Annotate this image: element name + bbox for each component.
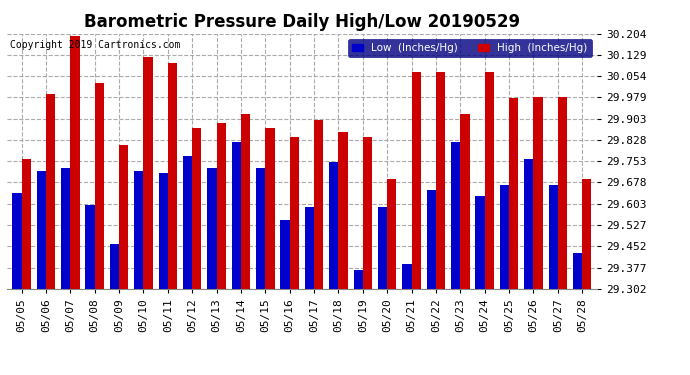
Bar [573, 253, 582, 289]
Bar [144, 57, 152, 289]
Bar [338, 132, 348, 289]
Bar [290, 136, 299, 289]
Bar [266, 128, 275, 289]
Bar [558, 97, 567, 289]
Bar [378, 207, 387, 289]
Title: Barometric Pressure Daily High/Low 20190529: Barometric Pressure Daily High/Low 20190… [83, 13, 520, 31]
Bar [110, 244, 119, 289]
Bar [207, 168, 217, 289]
Bar [363, 136, 372, 289]
Bar [134, 171, 144, 289]
Legend: Low  (Inches/Hg), High  (Inches/Hg): Low (Inches/Hg), High (Inches/Hg) [348, 39, 591, 57]
Bar [329, 162, 338, 289]
Bar [86, 204, 95, 289]
Bar [426, 190, 436, 289]
Bar [402, 264, 411, 289]
Bar [436, 72, 445, 289]
Bar [411, 72, 421, 289]
Bar [500, 185, 509, 289]
Bar [232, 142, 241, 289]
Bar [241, 114, 250, 289]
Bar [61, 168, 70, 289]
Bar [70, 36, 79, 289]
Bar [193, 128, 201, 289]
Bar [314, 120, 324, 289]
Bar [21, 159, 31, 289]
Bar [256, 168, 266, 289]
Text: Copyright 2019 Cartronics.com: Copyright 2019 Cartronics.com [10, 40, 180, 50]
Bar [305, 207, 314, 289]
Bar [582, 179, 591, 289]
Bar [12, 193, 21, 289]
Bar [484, 72, 494, 289]
Bar [451, 142, 460, 289]
Bar [524, 159, 533, 289]
Bar [119, 145, 128, 289]
Bar [475, 196, 484, 289]
Bar [159, 173, 168, 289]
Bar [460, 114, 470, 289]
Bar [549, 185, 558, 289]
Bar [387, 179, 397, 289]
Bar [353, 270, 363, 289]
Bar [95, 83, 104, 289]
Bar [280, 220, 290, 289]
Bar [217, 123, 226, 289]
Bar [168, 63, 177, 289]
Bar [37, 171, 46, 289]
Bar [46, 94, 55, 289]
Bar [183, 156, 193, 289]
Bar [509, 99, 518, 289]
Bar [533, 97, 543, 289]
